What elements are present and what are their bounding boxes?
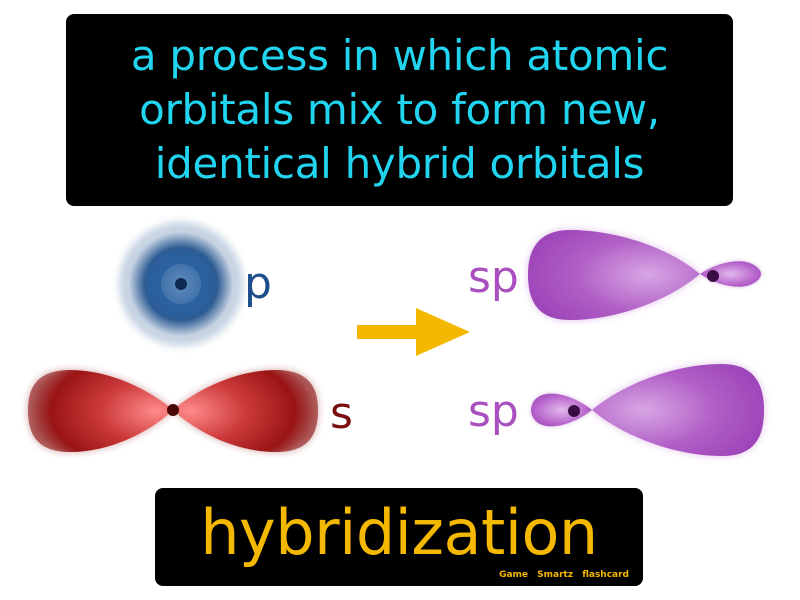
sp-orbital-bottom bbox=[531, 364, 764, 456]
right-arrow-icon bbox=[357, 308, 470, 356]
s-nucleus-dot bbox=[167, 404, 179, 416]
sp-bottom-label: sp bbox=[468, 386, 519, 437]
orbital-illustration bbox=[28, 222, 764, 456]
sp-bottom-nucleus-dot bbox=[568, 405, 580, 417]
definition-line-3: identical hybrid orbitals bbox=[154, 139, 645, 188]
p-nucleus-dot bbox=[175, 278, 187, 290]
p-label: p bbox=[244, 258, 272, 309]
definition-line-1: a process in which atomic bbox=[130, 31, 669, 80]
definition-line-2: orbitals mix to form new, bbox=[139, 85, 660, 134]
term-word: hybridization bbox=[200, 496, 598, 569]
sp-top-nucleus-dot bbox=[707, 270, 719, 282]
s-label: s bbox=[330, 388, 353, 439]
p-orbital bbox=[119, 222, 243, 346]
credit-text: Game Smartz flashcard bbox=[499, 570, 629, 580]
sp-top-label: sp bbox=[468, 252, 519, 303]
s-orbital bbox=[28, 370, 318, 452]
hybridization-diagram: p s sp sp bbox=[0, 210, 800, 490]
definition-box: a process in which atomic orbitals mix t… bbox=[66, 14, 733, 206]
sp-orbital-top bbox=[528, 230, 761, 320]
term-box: hybridization Game Smartz flashcard bbox=[155, 488, 643, 586]
